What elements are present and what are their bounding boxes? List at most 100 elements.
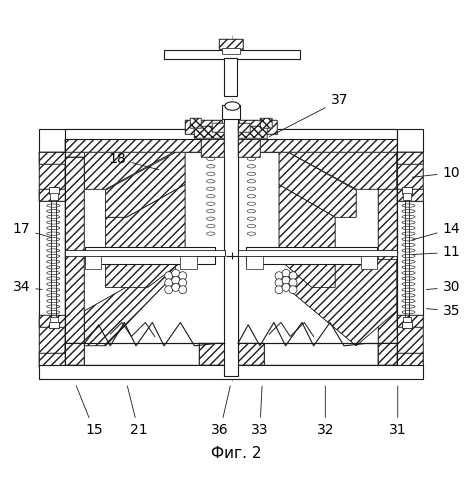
Polygon shape (238, 138, 260, 156)
Polygon shape (39, 152, 65, 201)
Circle shape (172, 270, 180, 278)
Circle shape (275, 272, 283, 280)
Polygon shape (65, 346, 84, 364)
Polygon shape (397, 189, 422, 201)
Polygon shape (279, 147, 356, 218)
Polygon shape (65, 130, 228, 138)
Circle shape (282, 276, 290, 284)
Circle shape (289, 286, 297, 294)
Circle shape (289, 278, 297, 286)
Polygon shape (403, 193, 412, 200)
Polygon shape (238, 344, 263, 364)
Polygon shape (286, 260, 397, 346)
Polygon shape (221, 48, 240, 54)
Polygon shape (279, 138, 397, 189)
Polygon shape (39, 201, 65, 320)
Text: 30: 30 (426, 280, 460, 294)
Text: 37: 37 (269, 94, 348, 136)
Polygon shape (238, 138, 397, 152)
Text: 35: 35 (426, 304, 460, 318)
Polygon shape (105, 147, 185, 218)
Polygon shape (378, 158, 397, 346)
Text: 21: 21 (127, 386, 147, 437)
Polygon shape (39, 152, 65, 164)
Polygon shape (85, 256, 216, 264)
Polygon shape (263, 344, 378, 364)
Polygon shape (246, 254, 263, 268)
Polygon shape (39, 189, 65, 201)
Polygon shape (85, 254, 101, 268)
Polygon shape (397, 320, 422, 367)
Ellipse shape (225, 102, 240, 110)
Text: 34: 34 (13, 280, 42, 294)
Polygon shape (39, 320, 65, 367)
Polygon shape (246, 247, 377, 256)
Polygon shape (397, 316, 422, 327)
Text: 18: 18 (108, 152, 159, 170)
Polygon shape (84, 344, 199, 364)
Text: 31: 31 (389, 386, 407, 437)
Polygon shape (185, 120, 222, 134)
Polygon shape (50, 317, 58, 322)
Polygon shape (238, 126, 267, 138)
Circle shape (165, 278, 173, 286)
Polygon shape (224, 58, 237, 96)
Polygon shape (378, 346, 397, 364)
Circle shape (165, 272, 173, 280)
Polygon shape (39, 364, 422, 378)
Polygon shape (378, 344, 397, 364)
Polygon shape (279, 184, 335, 288)
Polygon shape (219, 38, 243, 49)
Text: 36: 36 (211, 386, 230, 437)
Polygon shape (39, 130, 224, 152)
Polygon shape (39, 353, 65, 367)
Polygon shape (49, 188, 59, 194)
Polygon shape (85, 247, 216, 256)
Polygon shape (397, 353, 422, 367)
Polygon shape (403, 317, 412, 322)
Polygon shape (194, 126, 224, 138)
Polygon shape (65, 138, 100, 158)
Polygon shape (105, 184, 185, 288)
Polygon shape (85, 138, 183, 189)
Polygon shape (362, 138, 397, 158)
Polygon shape (397, 201, 422, 320)
Polygon shape (39, 316, 65, 327)
Text: Фиг. 2: Фиг. 2 (211, 446, 262, 461)
Polygon shape (85, 260, 176, 346)
Circle shape (275, 278, 283, 286)
Polygon shape (180, 254, 197, 268)
Circle shape (179, 286, 187, 294)
Polygon shape (190, 118, 201, 128)
Polygon shape (397, 152, 422, 201)
Polygon shape (361, 254, 377, 268)
Polygon shape (49, 322, 59, 328)
Circle shape (282, 284, 290, 292)
Polygon shape (238, 130, 422, 152)
Polygon shape (65, 138, 228, 152)
Circle shape (172, 276, 180, 284)
Polygon shape (238, 250, 397, 256)
Text: 10: 10 (412, 166, 460, 180)
Polygon shape (402, 322, 412, 328)
Polygon shape (65, 158, 84, 346)
Polygon shape (201, 138, 224, 156)
Polygon shape (397, 152, 422, 164)
Text: 15: 15 (76, 386, 103, 437)
Polygon shape (402, 188, 412, 194)
Circle shape (179, 278, 187, 286)
Circle shape (172, 284, 180, 292)
Text: 11: 11 (412, 246, 460, 260)
Polygon shape (65, 344, 84, 364)
Circle shape (179, 272, 187, 280)
Polygon shape (50, 193, 58, 200)
Polygon shape (246, 256, 377, 264)
Polygon shape (238, 123, 250, 132)
Polygon shape (224, 114, 238, 376)
Polygon shape (260, 118, 272, 128)
Polygon shape (199, 344, 225, 364)
Polygon shape (65, 250, 225, 256)
Circle shape (275, 286, 283, 294)
Text: 32: 32 (316, 386, 334, 437)
Polygon shape (221, 105, 240, 119)
